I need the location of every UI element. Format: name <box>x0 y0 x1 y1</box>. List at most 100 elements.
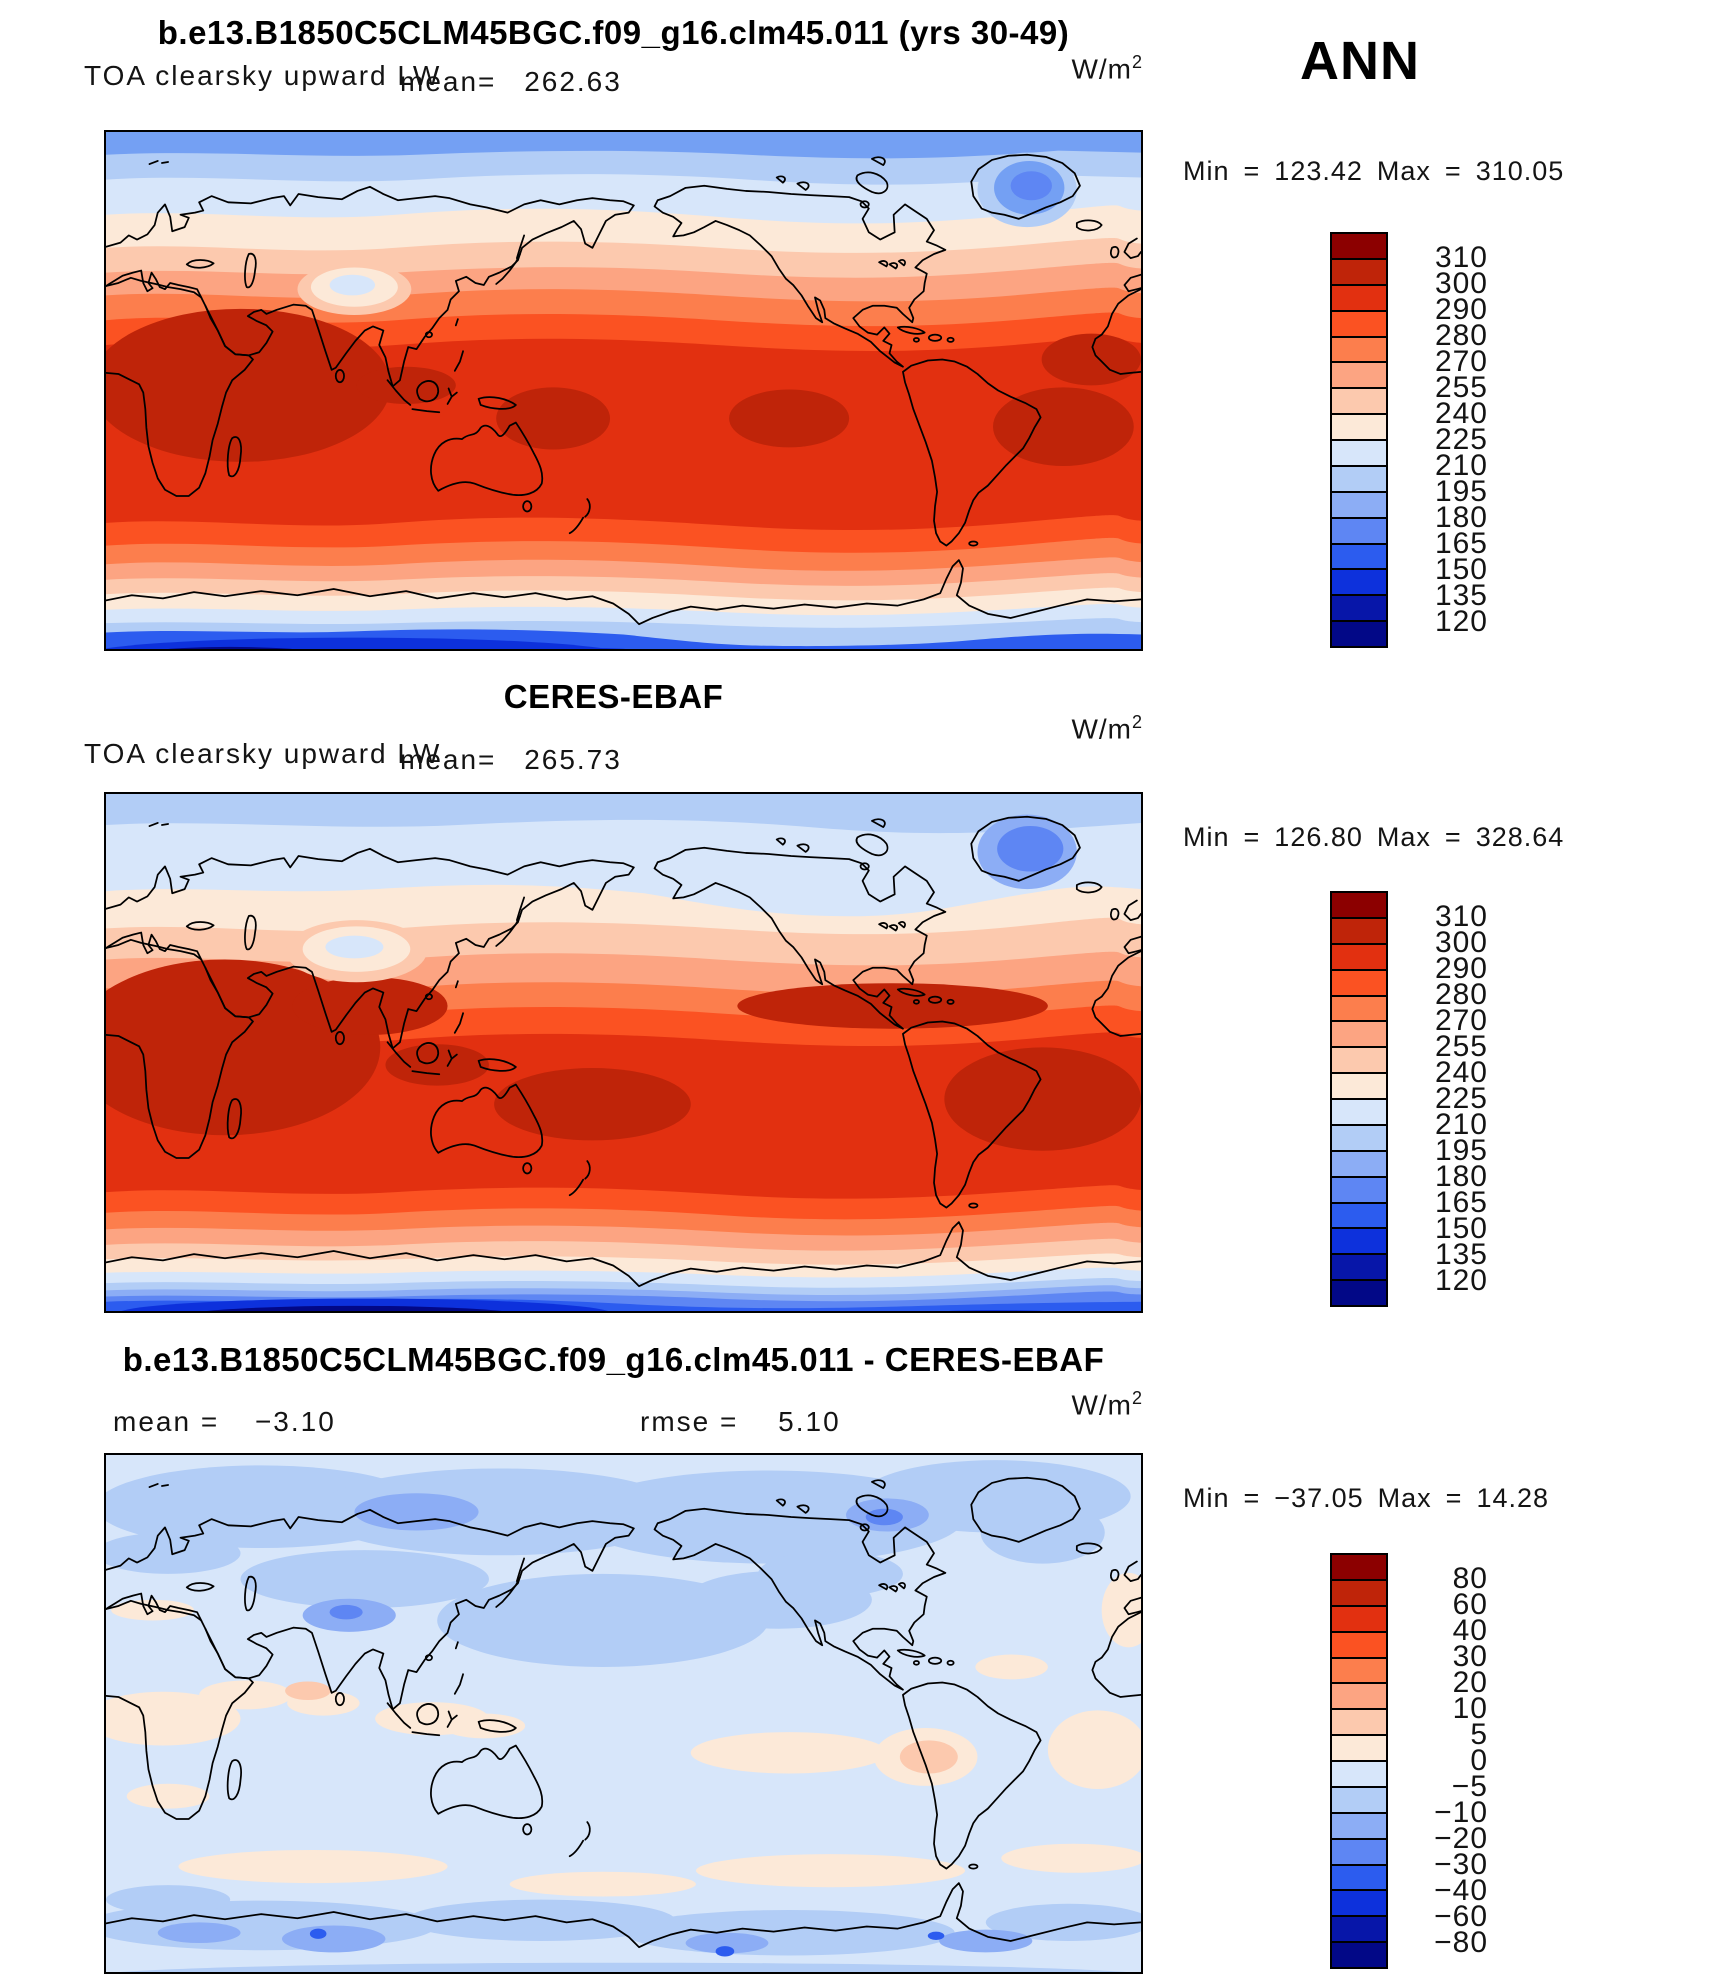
panel1-minmax: Min = 123.42 Max = 310.05 <box>1183 156 1565 186</box>
colorbar-tick: 310 <box>1434 900 1488 933</box>
colorbar-tick: 195 <box>1434 1134 1488 1167</box>
colorbar-cell <box>1332 570 1386 597</box>
colorbar-cell <box>1332 893 1386 919</box>
colorbar-cell <box>1332 1710 1386 1737</box>
colorbar-tick: 225 <box>1434 423 1488 456</box>
colorbar-cell <box>1332 622 1386 646</box>
colorbar-cell <box>1332 1787 1386 1814</box>
colorbar-tick: −80 <box>1434 1926 1488 1959</box>
colorbar-cell <box>1332 1151 1386 1178</box>
colorbar-tick: 30 <box>1452 1640 1488 1673</box>
colorbar-tick: 10 <box>1452 1692 1488 1725</box>
colorbar-tick: 255 <box>1434 1030 1488 1063</box>
colorbar-cell <box>1332 518 1386 545</box>
colorbar-tick: 120 <box>1434 605 1488 638</box>
colorbar-tick: 290 <box>1434 293 1488 326</box>
colorbar-cell <box>1332 337 1386 364</box>
colorbar-cell <box>1332 1074 1386 1100</box>
colorbar-cell <box>1332 970 1386 997</box>
panel2-mean: mean= 265.73 <box>400 744 622 776</box>
panel2-mean-label: mean= <box>400 744 497 775</box>
panel3-minmax: Min = −37.05 Max = 14.28 <box>1183 1483 1550 1513</box>
panel2-colorbar <box>1330 891 1388 1307</box>
colorbar-cell <box>1332 1048 1386 1075</box>
colorbar-tick: 300 <box>1434 926 1488 959</box>
colorbar-tick: −20 <box>1434 1822 1488 1855</box>
colorbar-cell <box>1332 1917 1386 1944</box>
colorbar-tick: 310 <box>1434 241 1488 274</box>
colorbar-cell <box>1332 1255 1386 1282</box>
colorbar-cell <box>1332 1580 1386 1607</box>
colorbar-cell <box>1332 1022 1386 1049</box>
panel1-colorbar-ticks: 310 300 290 280 270 255 240 225 210 195 180 165 150 1… <box>1402 232 1488 648</box>
panel2-title: CERES-EBAF <box>503 678 724 715</box>
panel3-units: W/m2 <box>1071 1388 1143 1421</box>
panel1-mean-value: 262.63 <box>524 66 622 97</box>
colorbar-cell <box>1332 441 1386 467</box>
colorbar-cell <box>1332 996 1386 1023</box>
colorbar-tick: −40 <box>1434 1874 1488 1907</box>
colorbar-cell <box>1332 415 1386 441</box>
colorbar-tick: 165 <box>1434 527 1488 560</box>
colorbar-cell <box>1332 466 1386 493</box>
colorbar-cell <box>1332 1839 1386 1866</box>
panel1-map-svg <box>106 132 1141 649</box>
colorbar-cell <box>1332 363 1386 390</box>
colorbar-cell <box>1332 1943 1386 1967</box>
colorbar-tick: 20 <box>1452 1666 1488 1699</box>
panel3-rmse-label: rmse = <box>640 1406 739 1437</box>
colorbar-cell <box>1332 1100 1386 1126</box>
colorbar-tick: 60 <box>1452 1588 1488 1621</box>
panel1-mean: mean= 262.63 <box>400 66 622 98</box>
panel3-rmse: rmse = 5.10 <box>640 1406 841 1438</box>
colorbar-tick: −10 <box>1434 1796 1488 1829</box>
colorbar-tick: 240 <box>1434 1056 1488 1089</box>
colorbar-cell <box>1332 918 1386 945</box>
panel2-colorbar-ticks: 310 300 290 280 270 255 240 225 210 195 180 165 150 1… <box>1402 891 1488 1307</box>
panel3-colorbar-ticks: 80 60 40 30 20 10 5 0 −5 −10 −20 −30 −40 −60 −80 <box>1402 1553 1488 1969</box>
panel2-map <box>104 792 1143 1313</box>
colorbar-cell <box>1332 1125 1386 1152</box>
panel3-mean-label: mean = <box>113 1406 220 1437</box>
colorbar-tick: 135 <box>1434 1238 1488 1271</box>
colorbar-cell <box>1332 492 1386 519</box>
colorbar-tick: −60 <box>1434 1900 1488 1933</box>
colorbar-cell <box>1332 311 1386 338</box>
colorbar-tick: 5 <box>1470 1718 1488 1751</box>
colorbar-tick: 135 <box>1434 579 1488 612</box>
colorbar-cell <box>1332 1203 1386 1230</box>
panel3-rmse-value: 5.10 <box>778 1406 841 1437</box>
colorbar-cell <box>1332 1891 1386 1918</box>
panel1-mean-label: mean= <box>400 66 497 97</box>
colorbar-cell <box>1332 285 1386 312</box>
season-label: ANN <box>1300 31 1420 91</box>
panel2-field-label: TOA clearsky upward LW <box>84 738 442 769</box>
colorbar-tick: 210 <box>1434 1108 1488 1141</box>
colorbar-tick: 40 <box>1452 1614 1488 1647</box>
colorbar-cell <box>1332 1736 1386 1762</box>
panel2-units: W/m2 <box>1071 712 1143 745</box>
panel2-minmax: Min = 126.80 Max = 328.64 <box>1183 822 1565 852</box>
colorbar-tick: 80 <box>1452 1562 1488 1595</box>
colorbar-tick: 290 <box>1434 952 1488 985</box>
panel2-mean-value: 265.73 <box>524 744 622 775</box>
panel3-colorbar <box>1330 1553 1388 1969</box>
colorbar-tick: 270 <box>1434 345 1488 378</box>
colorbar-tick: −30 <box>1434 1848 1488 1881</box>
colorbar-cell <box>1332 1813 1386 1840</box>
colorbar-tick: 180 <box>1434 501 1488 534</box>
colorbar-cell <box>1332 596 1386 623</box>
colorbar-tick: 150 <box>1434 553 1488 586</box>
colorbar-cell <box>1332 1606 1386 1633</box>
colorbar-tick: 280 <box>1434 978 1488 1011</box>
colorbar-tick: 240 <box>1434 397 1488 430</box>
colorbar-cell <box>1332 259 1386 286</box>
panel1-units: W/m2 <box>1071 52 1143 85</box>
panel1-field-label: TOA clearsky upward LW <box>84 60 442 91</box>
panel3-mean: mean = −3.10 <box>113 1406 336 1438</box>
colorbar-cell <box>1332 1632 1386 1659</box>
colorbar-tick: 165 <box>1434 1186 1488 1219</box>
colorbar-cell <box>1332 544 1386 571</box>
colorbar-tick: 270 <box>1434 1004 1488 1037</box>
